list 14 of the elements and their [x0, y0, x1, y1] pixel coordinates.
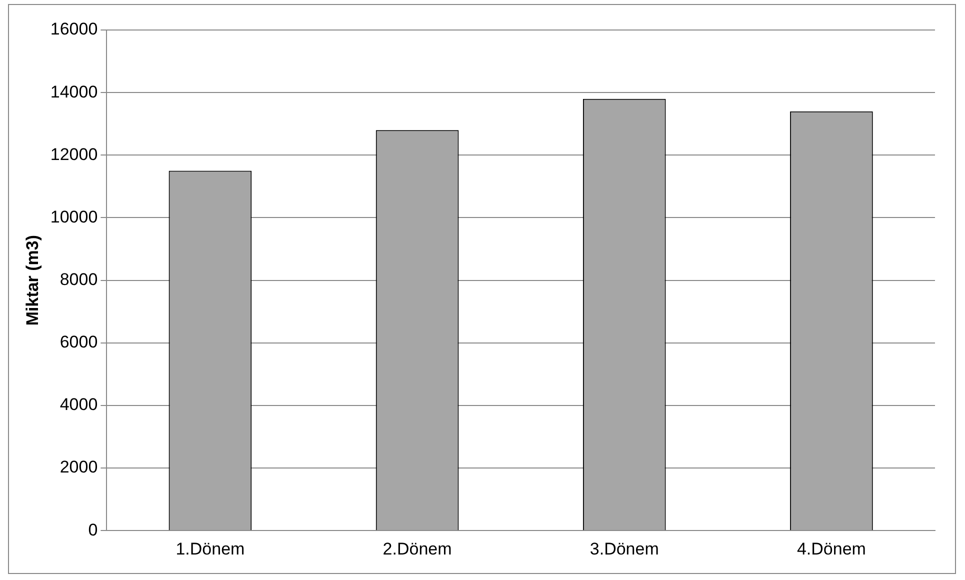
x-tick-label: 2.Dönem	[382, 539, 452, 558]
y-axis-title: Miktar (m3)	[22, 234, 42, 326]
x-tick-label: 4.Dönem	[796, 539, 866, 558]
y-tick-label: 6000	[60, 332, 98, 352]
y-tick-label: 0	[88, 520, 98, 540]
x-tick-label: 1.Dönem	[176, 539, 245, 558]
y-tick-label: 4000	[60, 395, 98, 414]
y-tick-label: 8000	[60, 270, 98, 289]
y-tick-label: 14000	[50, 82, 98, 102]
x-tick-label: 3.Dönem	[590, 539, 659, 558]
y-tick-label: 16000	[50, 20, 98, 39]
y-tick-label: 2000	[60, 458, 98, 477]
y-tick-label: 10000	[50, 207, 98, 226]
y-tick-label: 12000	[50, 144, 98, 164]
